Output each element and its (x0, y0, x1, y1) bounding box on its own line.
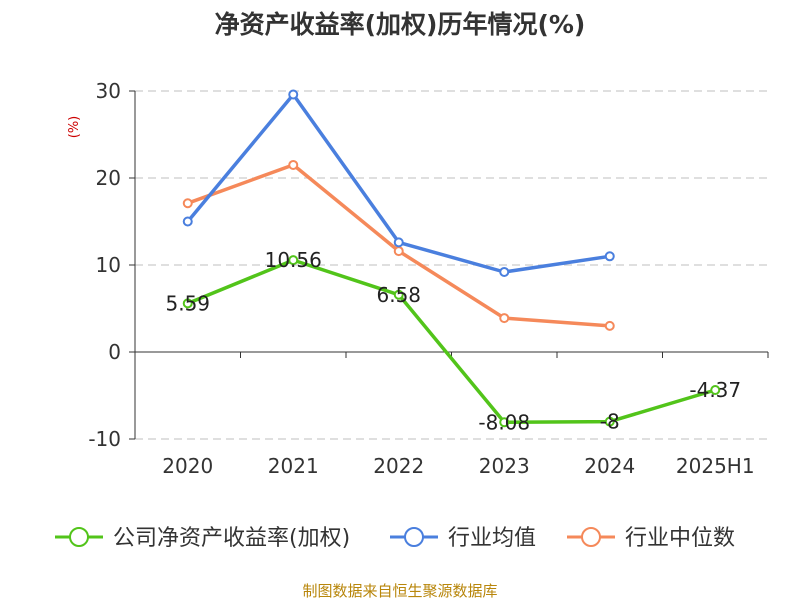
legend[interactable]: 公司净资产收益率(加权) 行业均值 行业中位数 (55, 526, 735, 551)
legend-item[interactable]: 公司净资产收益率(加权) (55, 526, 350, 551)
data-point[interactable] (604, 320, 615, 331)
legend-swatch-marker (581, 527, 601, 547)
data-point[interactable] (288, 159, 299, 170)
x-tick-label: 2021 (268, 454, 319, 478)
data-point[interactable] (393, 237, 404, 248)
data-label: 10.56 (265, 248, 322, 272)
legend-swatch-marker (69, 527, 89, 547)
x-tick-label: 2024 (584, 454, 635, 478)
series-layer (182, 89, 721, 428)
data-point[interactable] (393, 246, 404, 257)
grid (135, 90, 768, 440)
data-label: -8 (600, 410, 620, 434)
series-line (187, 258, 716, 425)
source-note: 制图数据来自恒生聚源数据库 (302, 582, 497, 600)
x-tick-label: 2023 (479, 454, 530, 478)
legend-item[interactable]: 行业均值 (390, 526, 536, 551)
data-point[interactable] (288, 89, 299, 100)
data-label: -4.37 (689, 378, 741, 402)
data-point[interactable] (499, 417, 510, 428)
data-label: 6.58 (376, 283, 421, 307)
y-tick-label: 30 (96, 79, 121, 103)
x-tick-label: 2022 (373, 454, 424, 478)
y-tick-label: 10 (96, 253, 121, 277)
data-point[interactable] (604, 416, 615, 427)
data-point[interactable] (604, 251, 615, 262)
data-point[interactable] (393, 289, 404, 300)
legend-label: 行业均值 (448, 526, 536, 551)
legend-label: 行业中位数 (625, 526, 735, 551)
data-point[interactable] (499, 266, 510, 277)
data-point[interactable] (182, 298, 193, 309)
y-axis-unit: (%) (67, 116, 82, 139)
legend-item[interactable]: 行业中位数 (567, 526, 735, 551)
data-labels: 5.59 10.56 6.58 -8.08 -8 -4.37 (165, 248, 741, 434)
axes: 30 20 10 0 -10 2020 2021 2022 2023 2024 2025H1 (88, 79, 769, 478)
x-tick-label: 2025H1 (676, 454, 755, 478)
legend-swatch-marker (404, 527, 424, 547)
y-tick-label: -10 (88, 427, 121, 451)
legend-label: 公司净资产收益率(加权) (113, 526, 350, 551)
chart-title: 净资产收益率(加权)历年情况(%) (215, 10, 586, 39)
x-tick-label: 2020 (162, 454, 213, 478)
data-label: -8.08 (478, 410, 530, 434)
data-point[interactable] (710, 385, 721, 396)
data-label: 5.59 (165, 291, 210, 315)
data-point[interactable] (182, 198, 193, 209)
data-point[interactable] (182, 216, 193, 227)
data-point[interactable] (499, 313, 510, 324)
y-tick-label: 0 (108, 340, 121, 364)
data-point[interactable] (288, 255, 299, 266)
y-tick-label: 20 (96, 166, 121, 190)
